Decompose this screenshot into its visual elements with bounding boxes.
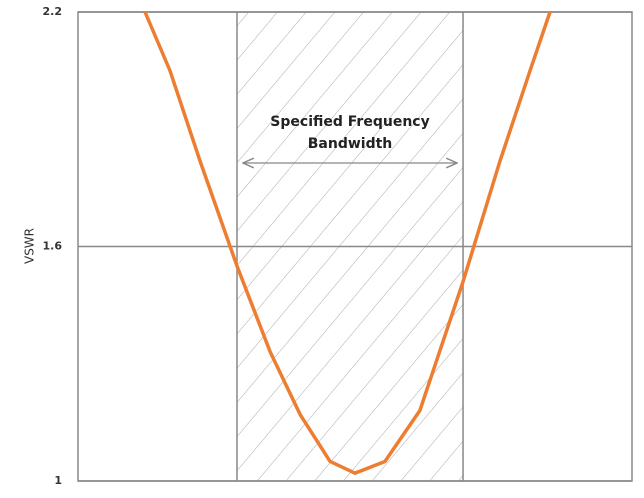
y-tick-label: 1 (54, 474, 62, 487)
vswr-curve (143, 11, 552, 475)
y-tick-label: 1.6 (43, 240, 63, 253)
y-axis-label: VSWR (23, 228, 37, 264)
annotation: Specified Frequency (270, 114, 429, 130)
y-tick-label: 2.2 (43, 5, 63, 18)
annotation: Bandwidth (308, 136, 393, 152)
